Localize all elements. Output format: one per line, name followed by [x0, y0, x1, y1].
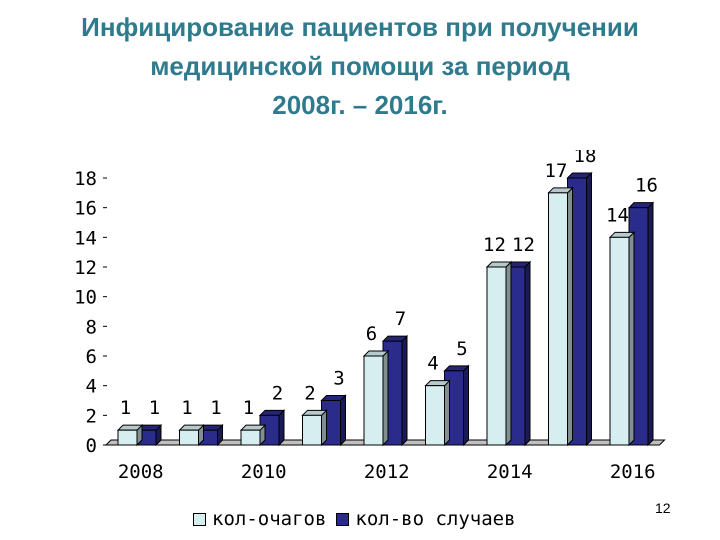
legend-swatch-series-1	[193, 512, 206, 526]
bar-series-2-top	[443, 365, 470, 372]
bar-series-1	[609, 236, 630, 446]
bar-series-1-side	[321, 409, 327, 447]
bar-series-2-side	[340, 394, 346, 447]
y-tick-label: 16	[74, 198, 97, 220]
data-label-series-1: 4	[427, 353, 438, 375]
y-tick-label: 6	[86, 346, 97, 368]
title-line-2: медицинской помощи за период	[150, 51, 570, 81]
y-tick-label: 4	[86, 376, 97, 398]
bar-series-1-top	[116, 424, 144, 431]
bar-series-1-side	[567, 186, 573, 447]
bar-series-1-top	[485, 261, 513, 268]
data-label-series-1: 1	[181, 397, 192, 419]
y-tick-label: 18	[74, 168, 97, 190]
legend-swatch-series-2	[336, 512, 350, 526]
data-label-series-2: 7	[395, 308, 406, 330]
data-label-series-2: 5	[456, 338, 467, 360]
bar-series-1-top	[178, 424, 205, 431]
title-line-3: 2008г. – 2016г.	[272, 90, 448, 120]
bar-series-1-top	[424, 380, 451, 387]
bar-series-1	[117, 429, 138, 446]
bar-series-1-side	[444, 379, 450, 447]
x-tick-label: 2010	[241, 461, 287, 483]
bar-series-1	[486, 266, 507, 446]
y-tick-label: 10	[74, 287, 97, 309]
bar-series-1-top	[301, 409, 328, 416]
bar-series-1-side	[382, 349, 389, 447]
x-tick-label: 2016	[610, 461, 656, 483]
bar-series-2-top	[258, 409, 286, 416]
title-line-1: Инфицирование пациентов при получении	[81, 12, 639, 42]
chart-legend: кол-очагов кол-во случаев	[193, 506, 516, 532]
y-tick-label: 8	[86, 316, 97, 338]
bar-series-1-top	[547, 187, 574, 194]
data-label-series-2: 3	[333, 368, 344, 390]
data-label-series-1: 1	[243, 397, 254, 419]
data-label-series-2: 2	[272, 382, 283, 404]
data-label-series-2: 1	[210, 397, 221, 419]
data-label-series-1: 17	[545, 160, 568, 182]
bar-series-1-top	[362, 350, 390, 357]
x-tick-label: 2012	[364, 461, 410, 483]
data-label-series-1: 14	[606, 204, 629, 226]
bar-series-1	[240, 429, 261, 446]
bar-series-1-side	[628, 231, 635, 447]
bar-series-1	[302, 414, 322, 446]
data-label-series-2: 1	[149, 397, 160, 419]
bar-series-1-top	[608, 231, 636, 238]
bar-series-1-side	[505, 260, 512, 447]
slide-title: Инфицирование пациентов при получении ме…	[0, 8, 720, 125]
x-tick-label: 2008	[118, 461, 164, 483]
data-label-series-2: 12	[512, 234, 535, 256]
data-label-series-2: 16	[635, 175, 658, 197]
x-tick-label: 2014	[487, 461, 533, 483]
bar-series-2-side	[463, 364, 469, 447]
data-label-series-2: 18	[574, 150, 597, 167]
legend-label-series-1: кол-очагов	[212, 508, 327, 530]
y-tick-label: 2	[86, 405, 97, 427]
bar-series-2-side	[647, 201, 654, 447]
bar-series-1	[548, 192, 568, 446]
bar-series-2-top	[627, 202, 655, 209]
y-tick-label: 12	[74, 257, 97, 279]
bar-series-2-side	[524, 260, 531, 447]
bar-series-1	[425, 385, 445, 446]
data-label-series-1: 1	[120, 397, 131, 419]
y-tick-label: 14	[74, 227, 97, 249]
data-label-series-1: 6	[366, 323, 377, 345]
bar-series-2-side	[401, 334, 408, 447]
bar-series-2-side	[278, 409, 285, 447]
bar-series-1-top	[239, 424, 267, 431]
data-label-series-1: 2	[304, 382, 315, 404]
page-number: 12	[655, 500, 671, 516]
bar-series-2-top	[381, 335, 409, 342]
bar-series-2-side	[586, 171, 592, 447]
bar-series-1	[179, 429, 199, 446]
legend-label-series-2: кол-во случаев	[355, 508, 516, 530]
data-label-series-1: 12	[483, 234, 506, 256]
bar-series-1	[363, 355, 384, 446]
y-tick-label: 0	[86, 435, 97, 457]
bar-series-2-top	[320, 395, 347, 401]
bar-series-2-top	[566, 172, 593, 179]
